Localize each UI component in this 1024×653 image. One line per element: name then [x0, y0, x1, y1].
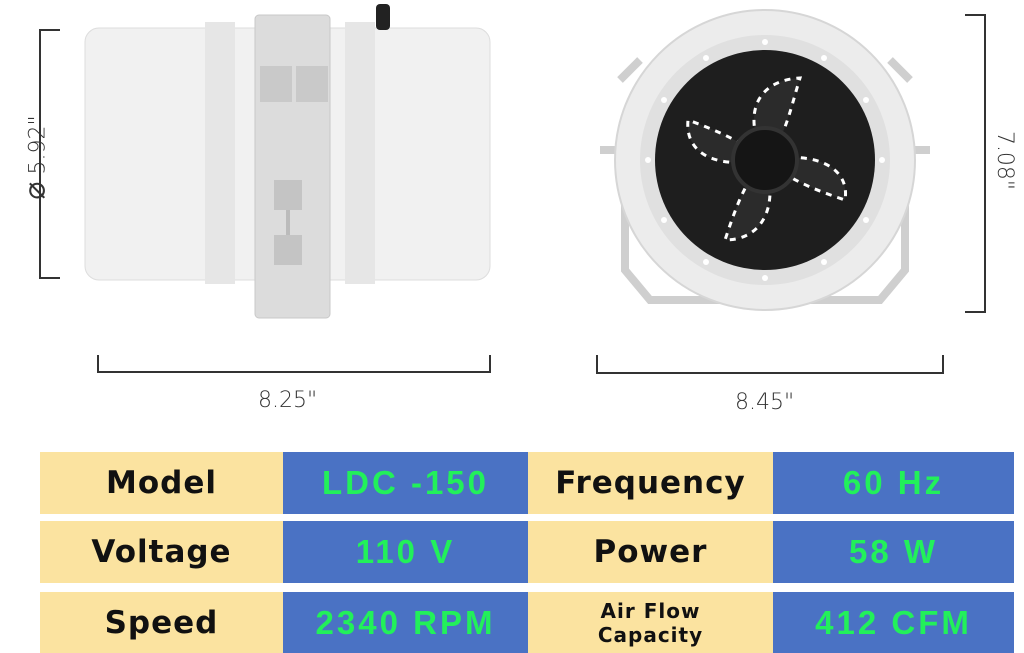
spec-label-frequency: Frequency — [528, 452, 773, 514]
spec-label-speed: Speed — [40, 592, 283, 653]
fan-side-view — [84, 4, 491, 319]
product-illustration — [39, 4, 986, 374]
spec-value-frequency: 60 Hz — [773, 452, 1014, 514]
spec-value-speed: 2340 RPM — [283, 592, 528, 653]
spec-value-model: LDC -150 — [283, 452, 528, 514]
diameter-dimension-line — [39, 29, 60, 279]
width-dimension-line — [596, 355, 944, 374]
front-width-label: 8.45" — [735, 390, 795, 415]
spec-value-power: 58 W — [773, 521, 1014, 583]
fan-front-view — [600, 9, 930, 311]
length-dimension-line — [97, 355, 491, 373]
front-height-label: 7.08" — [992, 130, 1018, 191]
spec-value-voltage: 110 V — [283, 521, 528, 583]
diameter-icon: ⌀ — [17, 181, 53, 200]
diameter-label: ⌀ 5.92" — [17, 115, 53, 200]
spec-label-power: Power — [528, 521, 773, 583]
side-length-label: 8.25" — [258, 388, 318, 413]
spec-value-airflow: 412 CFM — [773, 592, 1014, 653]
spec-label-airflow: Air Flow Capacity — [528, 592, 773, 653]
height-dimension-line — [965, 14, 986, 313]
spec-label-voltage: Voltage — [40, 521, 283, 583]
spec-label-model: Model — [40, 452, 283, 514]
